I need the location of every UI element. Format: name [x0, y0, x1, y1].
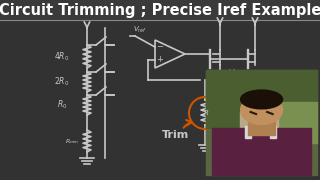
- Text: Circuit Trimming ; Precise Iref Example: Circuit Trimming ; Precise Iref Example: [0, 3, 320, 17]
- Bar: [245, 125, 251, 138]
- Text: $2R_0$: $2R_0$: [54, 76, 70, 88]
- Bar: [206, 70, 317, 175]
- Bar: [0, 0, 320, 20]
- Text: R: R: [204, 110, 208, 116]
- Text: $R_0$: $R_0$: [57, 99, 67, 111]
- Ellipse shape: [241, 90, 283, 109]
- Bar: [262, 102, 317, 143]
- Ellipse shape: [241, 95, 283, 125]
- Text: R: R: [240, 103, 245, 112]
- Text: $4R_0$: $4R_0$: [54, 51, 70, 63]
- Text: $R_{min}$: $R_{min}$: [65, 138, 79, 147]
- Text: +: +: [156, 55, 164, 64]
- Text: $V_{ref}$: $V_{ref}$: [133, 25, 147, 35]
- Bar: [206, 70, 317, 128]
- Bar: [239, 112, 278, 148]
- Bar: [270, 125, 276, 138]
- Text: Trim: Trim: [161, 130, 188, 140]
- Bar: [212, 128, 311, 175]
- Bar: [248, 119, 275, 135]
- Text: −: −: [156, 42, 164, 51]
- Text: $V_{REF}$: $V_{REF}$: [228, 67, 245, 80]
